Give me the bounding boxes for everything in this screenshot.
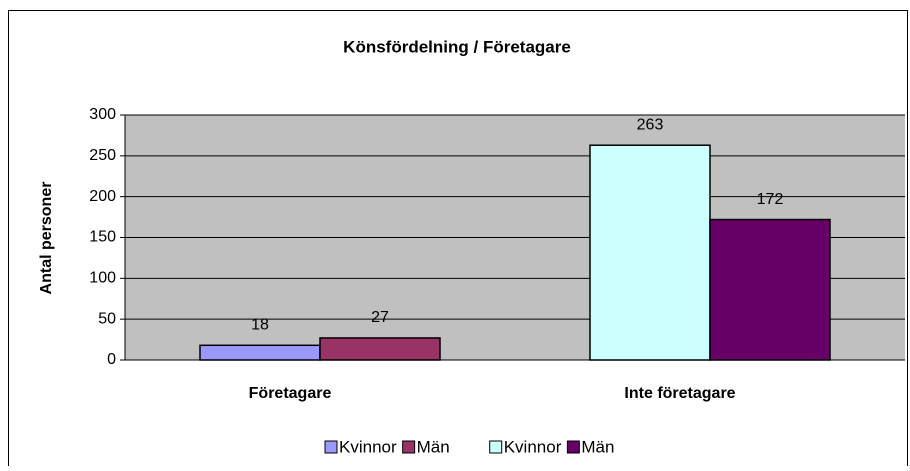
y-tick-label: 250	[89, 147, 116, 164]
bar	[709, 218, 831, 361]
legend-swatch	[489, 440, 503, 454]
y-tick-label: 300	[89, 106, 116, 123]
x-tick-label: Företagare	[249, 385, 332, 402]
legend-label: Män	[417, 437, 450, 456]
y-tick-label: 50	[98, 310, 116, 327]
legend-label: Män	[581, 437, 614, 456]
value-label: 18	[251, 317, 269, 334]
y-tick-label: 200	[89, 188, 116, 205]
legend-swatch	[324, 440, 338, 454]
legend-label: Kvinnor	[504, 437, 562, 456]
bar	[589, 144, 711, 361]
y-tick-label: 100	[89, 270, 116, 287]
bar	[199, 344, 321, 361]
value-label: 263	[637, 116, 664, 133]
y-tick-label: 0	[107, 351, 116, 368]
chart-title: Könsfördelning / Företagare	[343, 37, 571, 56]
y-tick-label: 150	[89, 229, 116, 246]
value-label: 172	[757, 191, 784, 208]
legend-swatch	[566, 440, 580, 454]
legend-swatch	[402, 440, 416, 454]
bar	[319, 337, 441, 361]
y-axis-label: Antal personer	[38, 182, 55, 295]
value-label: 27	[371, 309, 389, 326]
x-tick-label: Inte företagare	[624, 385, 735, 402]
legend-label: Kvinnor	[339, 437, 397, 456]
